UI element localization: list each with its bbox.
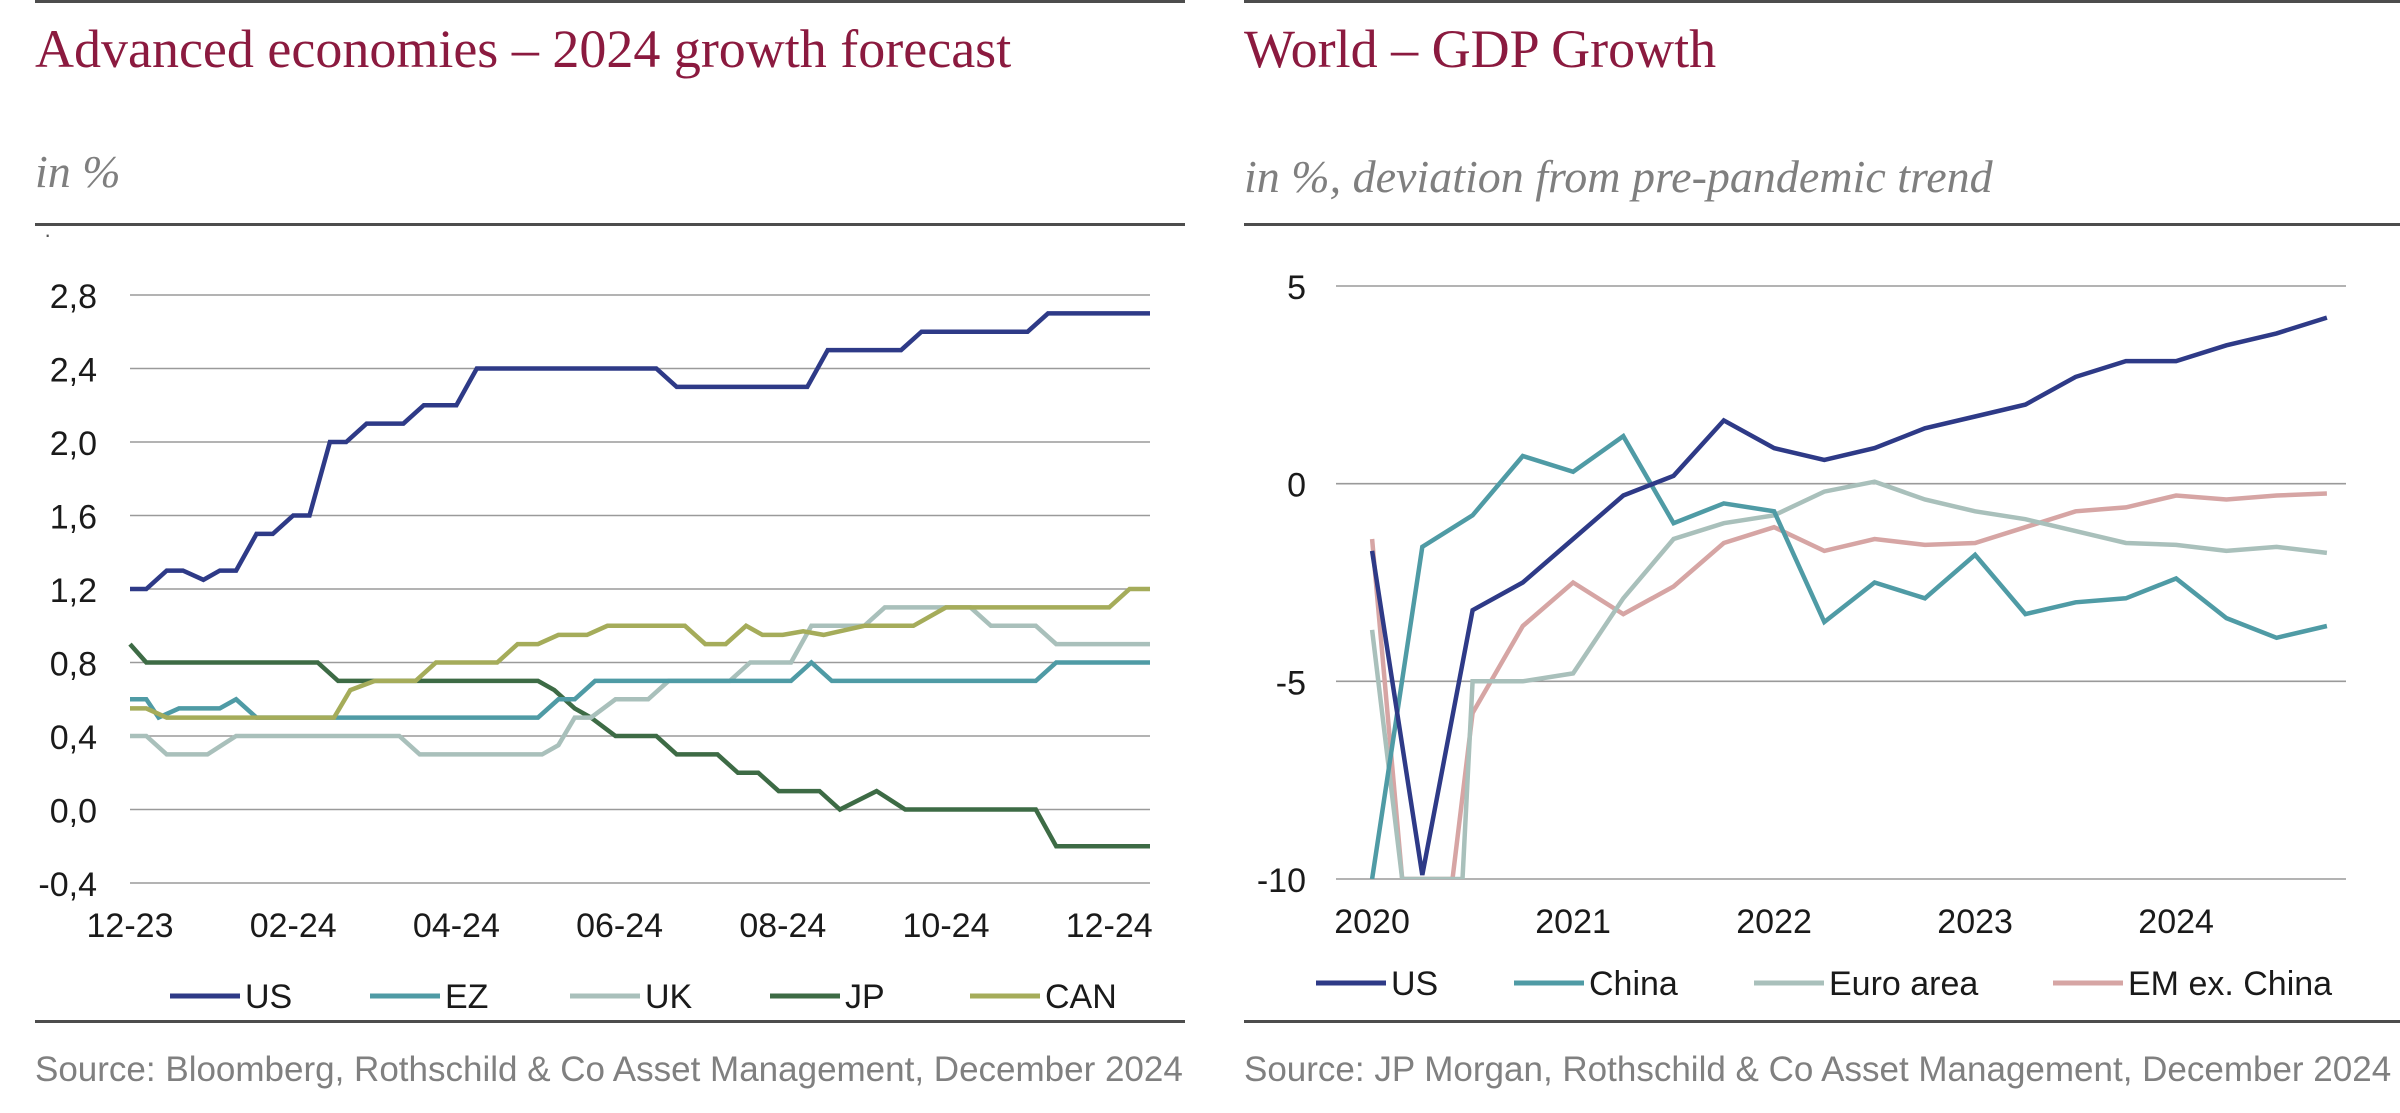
y-tick-label: 1,6 — [50, 499, 97, 537]
y-tick-label: 1,2 — [50, 572, 97, 610]
y-tick-label: 2,0 — [50, 425, 97, 463]
plot-area: -0,4 0,0 0,4 0,8 1,2 1,6 2,0 2,4 2,8 12-23 02-24 04… — [38, 278, 1153, 1016]
chart-panel-advanced-economies: Advanced economies – 2024 growth forecas… — [35, 0, 1185, 1089]
y-tick-label: -5 — [1276, 664, 1306, 702]
y-tick-label: -10 — [1257, 862, 1306, 900]
footer-rule — [1244, 1020, 2400, 1023]
x-tick-label: 2021 — [1535, 903, 1611, 941]
chart-panel-world-gdp: World – GDP Growth in %, deviation from … — [1200, 0, 2400, 1113]
y-tick-label: 2,8 — [50, 278, 97, 316]
legend-label-em-ex-china: EM ex. China — [2128, 965, 2332, 1003]
x-tick-label: 2022 — [1736, 903, 1812, 941]
series-line-ez — [130, 659, 1150, 721]
series-line-us — [1369, 315, 2328, 876]
chart-title: Advanced economies – 2024 growth forecas… — [35, 19, 1012, 79]
legend-label-uk: UK — [645, 978, 693, 1016]
plot-area: -10 -5 0 5 2020 2021 2022 2023 2024 US China Euro a… — [1257, 269, 2346, 1003]
series-line-jp — [128, 642, 1150, 849]
x-tick-label: 10-24 — [903, 907, 990, 945]
y-tick-label: 5 — [1287, 269, 1306, 307]
x-tick-label: 06-24 — [576, 907, 663, 945]
y-tick-label: 0 — [1287, 467, 1306, 505]
x-tick-label: 2024 — [2138, 903, 2214, 941]
legend-label-china: China — [1589, 965, 1678, 1003]
y-tick-label: 0,8 — [50, 646, 97, 684]
chart-subtitle: in % — [35, 146, 121, 197]
x-tick-label: 12-24 — [1066, 907, 1153, 945]
series-line-em-ex-china — [1369, 491, 2327, 879]
legend-label-can: CAN — [1045, 978, 1117, 1016]
x-tick-label: 12-23 — [87, 907, 174, 945]
y-tick-label: 2,4 — [50, 352, 97, 390]
chart-title: World – GDP Growth — [1244, 19, 1717, 79]
series-line-can — [130, 586, 1150, 720]
legend-label-us: US — [245, 978, 292, 1016]
top-rule — [35, 0, 1185, 3]
series-line-us — [130, 311, 1150, 592]
header-rule — [1244, 223, 2400, 226]
top-rule — [1244, 0, 2400, 3]
x-tick-label: 04-24 — [413, 907, 500, 945]
header-rule — [35, 223, 1185, 226]
y-tick-label: 0,4 — [50, 719, 97, 757]
x-tick-label: 08-24 — [739, 907, 826, 945]
source-note: Source: Bloomberg, Rothschild & Co Asset… — [35, 1050, 1183, 1089]
series-line-china — [1369, 432, 2328, 879]
stray-dot: · — [44, 222, 52, 247]
legend-label-euro-area: Euro area — [1829, 965, 1978, 1003]
x-tick-label: 2023 — [1937, 903, 2013, 941]
source-note: Source: JP Morgan, Rothschild & Co Asset… — [1244, 1050, 2392, 1089]
x-tick-label: 2020 — [1334, 903, 1410, 941]
y-tick-label: 0,0 — [50, 793, 97, 831]
legend-label-jp: JP — [845, 978, 885, 1016]
legend-label-us: US — [1391, 965, 1438, 1003]
series-line-euro-area — [1369, 479, 2328, 879]
y-tick-label: -0,4 — [38, 866, 97, 904]
chart-subtitle: in %, deviation from pre-pandemic trend — [1244, 151, 1993, 202]
footer-rule — [35, 1020, 1185, 1023]
legend-label-ez: EZ — [445, 978, 488, 1016]
x-tick-label: 02-24 — [250, 907, 337, 945]
